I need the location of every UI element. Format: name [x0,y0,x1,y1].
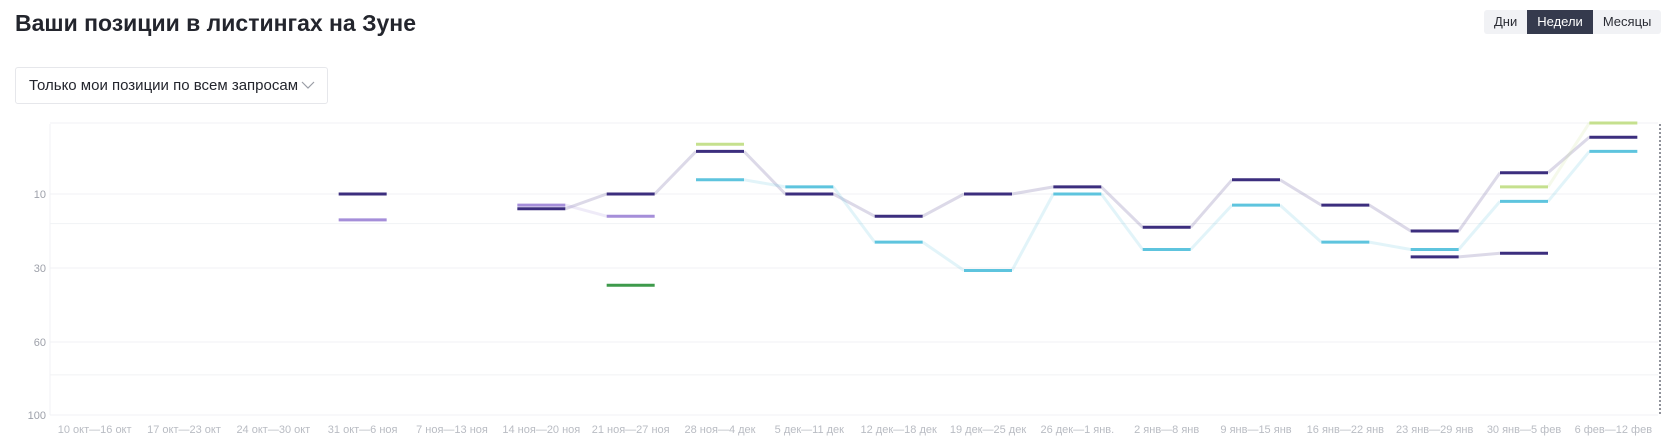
series-connector [742,150,787,196]
series-connector [1278,203,1323,244]
x-tick-label: 12 дек—18 дек [861,424,937,436]
x-tick-label: 10 окт—16 окт [58,424,132,436]
series-connector [1189,204,1234,251]
position-filter-dropdown[interactable]: Только мои позиции по всем запросам [15,67,328,104]
series-connector [832,186,876,243]
x-tick-label: 31 окт—6 ноя [328,424,398,436]
series-connector [1011,185,1054,196]
series-connector [921,240,965,272]
series-connector [653,150,698,196]
x-tick-label: 16 янв—22 янв [1307,424,1384,436]
period-days-button[interactable]: Дни [1494,14,1518,29]
x-tick-label: 6 фев—12 фев [1575,424,1653,436]
period-switch: Дни Недели Месяцы [1484,10,1662,34]
chevron-down-icon [301,81,315,89]
page-title: Ваши позиции в листингах на Зуне [15,10,416,36]
x-tick-label: 7 ноя—13 ноя [416,424,488,436]
x-tick-label: 5 дек—11 дек [775,424,845,436]
series-connector [832,192,876,218]
series-connector [1457,171,1502,232]
series-connector [564,192,608,211]
series-connector [1100,185,1144,229]
y-tick-label: 30 [34,263,46,275]
y-tick-label: 10 [34,189,46,201]
series-connector [1457,200,1502,251]
x-tick-label: 23 янв—29 янв [1396,424,1473,436]
x-tick-label: 26 дек—1 янв. [1040,424,1114,436]
x-tick-label: 21 ноя—27 ноя [592,424,670,436]
x-tick-label: 9 янв—15 янв [1220,424,1291,436]
y-tick-label: 60 [34,337,46,349]
period-months-button[interactable]: Месяцы [1602,14,1652,29]
x-tick-label: 30 янв—5 фев [1487,424,1562,436]
x-tick-label: 19 дек—25 дек [950,424,1026,436]
series-connector [1100,193,1144,251]
x-tick-label: 17 окт—23 окт [147,424,221,436]
x-tick-label: 14 ноя—20 ноя [502,424,580,436]
x-tick-label: 24 окт—30 окт [236,424,310,436]
series-connector [1546,122,1591,188]
x-tick-label: 2 янв—8 янв [1134,424,1199,436]
series-connector [1458,251,1501,259]
series-connector [564,203,608,218]
series-connector [1279,178,1323,207]
series-connector [1369,240,1411,251]
series-connector [1547,136,1591,174]
period-weeks-button[interactable]: Недели [1527,10,1593,34]
series-connector [921,192,965,218]
series-connector [1546,150,1591,203]
y-tick-label: 100 [28,410,46,422]
x-tick-label: 28 ноя—4 дек [685,424,756,436]
series-connector [1368,203,1412,233]
position-filter-value: Только мои позиции по всем запросам [29,77,299,94]
series-connector [1189,178,1234,229]
series-connector [743,178,786,189]
series-connector [1010,193,1055,272]
